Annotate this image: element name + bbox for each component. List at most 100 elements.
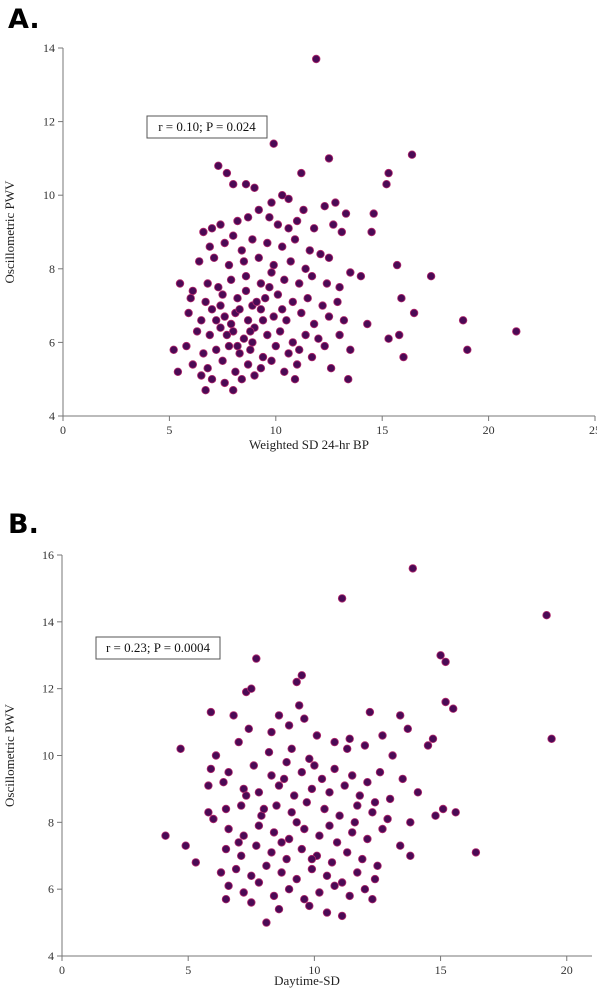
- data-point: [199, 349, 208, 358]
- data-point: [301, 264, 310, 273]
- data-point: [228, 179, 238, 189]
- data-point: [236, 801, 246, 810]
- data-point: [363, 319, 372, 329]
- data-point: [169, 345, 178, 354]
- y-tick-label: 14: [42, 615, 54, 629]
- data-point: [282, 758, 291, 767]
- data-point: [267, 848, 276, 857]
- y-tick-label: 12: [43, 115, 55, 129]
- data-point: [360, 885, 370, 894]
- data-point: [322, 908, 332, 917]
- y-tick-label: 16: [42, 548, 54, 562]
- data-point: [219, 778, 228, 787]
- data-point: [176, 744, 185, 753]
- data-point: [254, 878, 264, 887]
- x-tick-label: 0: [59, 963, 65, 977]
- x-tick-label: 0: [60, 423, 66, 437]
- data-point: [220, 238, 229, 248]
- data-point: [305, 246, 314, 255]
- data-point: [337, 594, 347, 603]
- data-point: [397, 294, 406, 303]
- scatter-panel-a: A. 4 6 8 10 12 14 0 5 10 15 20 25 Weighted SD 24-hr B…: [2, 4, 597, 452]
- data-point: [235, 305, 244, 314]
- data-point: [226, 275, 236, 284]
- data-point: [220, 378, 229, 388]
- data-point: [292, 818, 301, 827]
- data-point: [205, 330, 214, 340]
- data-point: [247, 898, 256, 907]
- data-point: [239, 334, 249, 343]
- data-point: [292, 677, 301, 687]
- data-point: [218, 356, 227, 365]
- data-point: [271, 341, 280, 351]
- data-point: [335, 283, 344, 292]
- data-point: [317, 774, 327, 784]
- data-point: [222, 330, 232, 340]
- data-point: [243, 360, 253, 369]
- data-point: [396, 711, 405, 720]
- data-point: [436, 651, 445, 660]
- data-point: [449, 704, 458, 713]
- data-point: [188, 360, 197, 369]
- data-point: [299, 205, 308, 215]
- data-point: [300, 895, 309, 904]
- data-point: [239, 888, 248, 897]
- data-point: [297, 844, 306, 854]
- data-point: [216, 323, 225, 332]
- data-point: [254, 253, 263, 262]
- data-point: [262, 918, 271, 927]
- data-point: [275, 327, 285, 336]
- data-point: [263, 238, 272, 248]
- data-point: [216, 868, 226, 877]
- data-point: [207, 375, 217, 384]
- data-point: [204, 808, 213, 817]
- y-tick-label: 4: [48, 949, 54, 963]
- data-point: [267, 356, 276, 365]
- data-point: [201, 297, 210, 307]
- data-point: [547, 734, 556, 743]
- data-point: [224, 824, 233, 834]
- data-point: [267, 268, 276, 277]
- data-point: [264, 748, 274, 757]
- data-point: [273, 290, 283, 299]
- data-point: [370, 874, 380, 884]
- data-point: [278, 242, 287, 251]
- data-point: [337, 878, 347, 887]
- x-tick-label: 10: [308, 963, 320, 977]
- data-point: [224, 260, 234, 270]
- data-point: [403, 724, 412, 733]
- data-point: [324, 312, 334, 321]
- data-point: [277, 868, 286, 877]
- data-point: [207, 224, 217, 233]
- data-point: [341, 209, 351, 218]
- data-point: [399, 352, 408, 362]
- data-point: [249, 761, 258, 770]
- x-tick-label: 5: [185, 963, 191, 977]
- data-point: [307, 784, 317, 794]
- data-point: [384, 334, 393, 343]
- data-point: [258, 316, 268, 325]
- data-point: [182, 341, 191, 351]
- data-point: [383, 814, 392, 824]
- data-point: [406, 851, 415, 860]
- data-point: [254, 821, 264, 830]
- data-point: [254, 205, 263, 215]
- data-point: [346, 268, 355, 277]
- data-point: [229, 711, 238, 720]
- data-point: [396, 841, 405, 850]
- x-tick-label: 10: [270, 423, 282, 437]
- y-tick-label: 6: [48, 882, 54, 896]
- data-point: [413, 788, 423, 797]
- data-point: [339, 316, 349, 325]
- data-point: [385, 794, 395, 804]
- data-point: [265, 213, 274, 222]
- data-point: [320, 804, 329, 814]
- data-point: [252, 297, 261, 307]
- data-point: [392, 260, 402, 270]
- data-point: [329, 220, 338, 229]
- data-point: [324, 154, 334, 163]
- data-point: [292, 874, 301, 884]
- x-tick-label: 15: [435, 963, 447, 977]
- data-point: [235, 349, 244, 358]
- data-point: [368, 808, 377, 817]
